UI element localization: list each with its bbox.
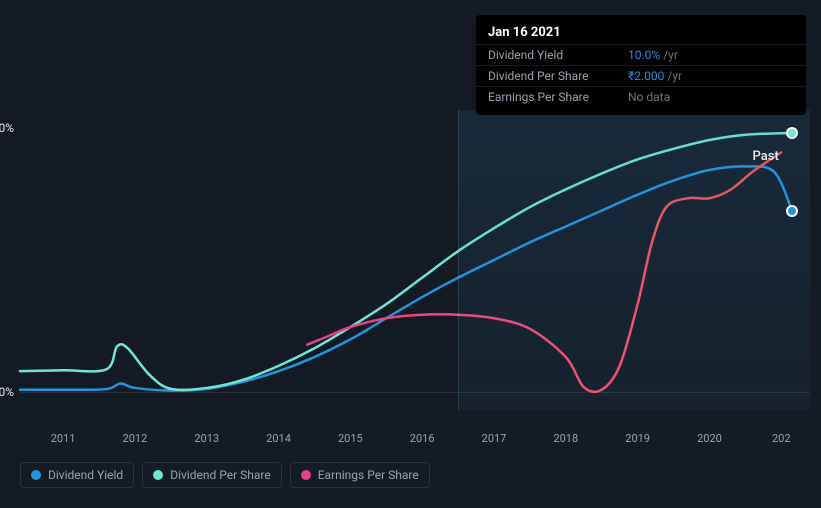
chart-area[interactable]: 0%15.0%Past: [20, 110, 810, 410]
chart-tooltip: Jan 16 2021 Dividend Yield 10.0% /yr Div…: [476, 15, 806, 115]
legend: Dividend Yield Dividend Per Share Earnin…: [20, 462, 430, 488]
past-label: Past: [753, 149, 779, 164]
tooltip-nodata: No data: [628, 90, 670, 104]
tooltip-row: Dividend Per Share ₹2.000 /yr: [476, 65, 806, 86]
x-axis-label: 2017: [482, 432, 507, 445]
legend-item-dividend-per-share[interactable]: Dividend Per Share: [142, 462, 282, 488]
x-axis-label: 2019: [625, 432, 650, 445]
series-line-2: [307, 152, 781, 392]
tooltip-label: Dividend Yield: [488, 48, 628, 62]
legend-label: Dividend Yield: [48, 468, 123, 482]
legend-label: Earnings Per Share: [318, 468, 419, 482]
legend-dot-icon: [31, 470, 41, 480]
legend-dot-icon: [301, 470, 311, 480]
tooltip-row: Dividend Yield 10.0% /yr: [476, 44, 806, 65]
legend-item-dividend-yield[interactable]: Dividend Yield: [20, 462, 134, 488]
tooltip-value: ₹2.000 /yr: [628, 69, 682, 83]
x-axis-label: 202: [772, 432, 791, 445]
x-axis-label: 2018: [553, 432, 578, 445]
x-axis: 2011 2012 2013 2014 2015 2016 2017 2018 2019 2020…: [20, 432, 810, 448]
line-chart-svg: [20, 110, 810, 410]
x-axis-label: 2014: [266, 432, 291, 445]
x-axis-label: 2016: [410, 432, 435, 445]
x-axis-label: 2013: [194, 432, 219, 445]
tooltip-row: Earnings Per Share No data: [476, 86, 806, 107]
series-end-marker: [786, 127, 798, 139]
tooltip-date: Jan 16 2021: [476, 23, 806, 44]
x-axis-label: 2011: [51, 432, 76, 445]
tooltip-value: 10.0% /yr: [628, 48, 678, 62]
y-axis-label: 15.0%: [0, 121, 14, 135]
tooltip-label: Earnings Per Share: [488, 90, 628, 104]
tooltip-label: Dividend Per Share: [488, 69, 628, 83]
x-axis-label: 2012: [123, 432, 148, 445]
legend-dot-icon: [153, 470, 163, 480]
y-axis-label: 0%: [0, 385, 14, 399]
legend-label: Dividend Per Share: [170, 468, 271, 482]
x-axis-label: 2015: [338, 432, 363, 445]
x-axis-label: 2020: [697, 432, 722, 445]
series-line-1: [20, 133, 792, 390]
series-end-marker: [786, 205, 798, 217]
legend-item-earnings-per-share[interactable]: Earnings Per Share: [290, 462, 430, 488]
